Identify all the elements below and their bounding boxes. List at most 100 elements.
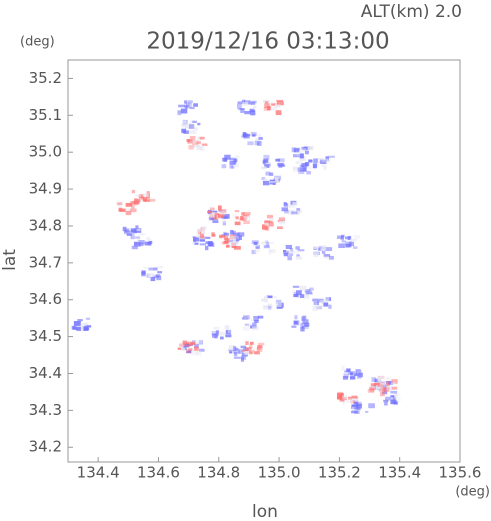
echo-cell [298,169,305,175]
echo-patch [221,154,240,169]
echo-cell [237,101,243,105]
echo-cell [297,160,304,164]
echo-cell [254,140,260,146]
echo-cell [300,322,304,328]
echo-cell [227,239,233,243]
echo-patch [336,391,359,405]
echo-cell [116,202,123,206]
echo-cell [261,177,266,180]
echo-cell [181,123,187,128]
echo-patch [312,155,335,171]
echo-cell [185,103,190,108]
echo-cell [189,124,195,129]
echo-cell [250,317,255,322]
echo-cell [251,132,257,137]
echo-patch [232,210,251,226]
echo-cell [307,146,314,151]
echo-cell [367,389,375,393]
echo-cell [318,157,324,160]
echo-cell [213,214,219,220]
echo-cell [262,225,269,231]
echo-cell [324,158,330,162]
echo-cell [354,373,359,376]
echo-cell [265,171,271,176]
echo-cell [196,146,203,151]
echo-cell [178,104,185,108]
echo-cell [187,349,192,353]
echo-cell [261,241,267,245]
echo-patch [211,325,232,340]
echo-cell [257,315,264,319]
echo-cell [228,349,233,352]
echo-cell [231,241,239,247]
echo-cell [275,302,282,308]
echo-cell [296,290,302,296]
echo-cell [302,319,309,325]
echo-cell [306,292,313,295]
echo-cell [287,250,292,254]
echo-cell [72,326,77,330]
echo-cell [287,256,292,261]
echo-cell [295,147,300,151]
echo-cell [243,315,249,319]
echo-cell [292,285,300,288]
echo-cell [192,139,200,143]
y-unit: (deg) [20,35,55,50]
echo-cell [242,133,248,138]
echo-patch [196,226,216,240]
echo-cell [321,158,328,163]
echo-cell [215,330,220,334]
echo-cell [307,165,312,170]
echo-cell [278,158,285,163]
echo-cell [325,297,330,302]
echo-cell [193,144,201,148]
echo-cell [152,275,159,279]
echo-patch [291,146,314,161]
echo-cell [313,302,318,307]
echo-cell [201,143,208,146]
echo-cell [382,384,388,388]
echo-cell [198,340,203,345]
echo-cell [223,235,229,241]
echo-cell [264,220,270,224]
echo-cell [304,322,310,328]
echo-cell [264,101,269,104]
echo-cell [187,100,193,103]
echo-cell [191,242,196,246]
y-tick-label: 34.8 [29,216,62,234]
echo-cell [117,202,122,207]
echo-cell [301,163,308,168]
echo-cell [238,235,242,241]
echo-cell [234,158,238,163]
echo-cell [284,210,290,214]
echo-patch [262,99,284,116]
echo-cell [197,136,202,141]
y-tick-label: 35.2 [29,69,62,87]
echo-cell [268,220,273,224]
echo-cell [258,342,265,346]
echo-cell [306,170,311,175]
echo-cell [354,407,361,411]
echo-cell [368,403,375,409]
echo-cell [185,341,190,345]
echo-cell [244,215,251,221]
echo-cell [263,245,270,249]
echo-patch [351,400,375,414]
echo-cell [186,104,193,109]
x-tick-label: 134.8 [197,464,240,482]
echo-cell [272,295,278,299]
echo-cell [271,102,276,105]
echo-cell [77,319,83,322]
echo-cell [253,105,257,109]
echo-cell [243,315,249,319]
echo-patch [261,295,285,311]
echo-cell [350,238,357,242]
echo-cell [235,163,240,168]
echo-cell [252,326,259,331]
echo-cell [293,294,299,298]
echo-cell [267,303,273,308]
echo-cell [142,193,149,197]
echo-cell [209,207,215,210]
echo-cell [185,348,192,354]
